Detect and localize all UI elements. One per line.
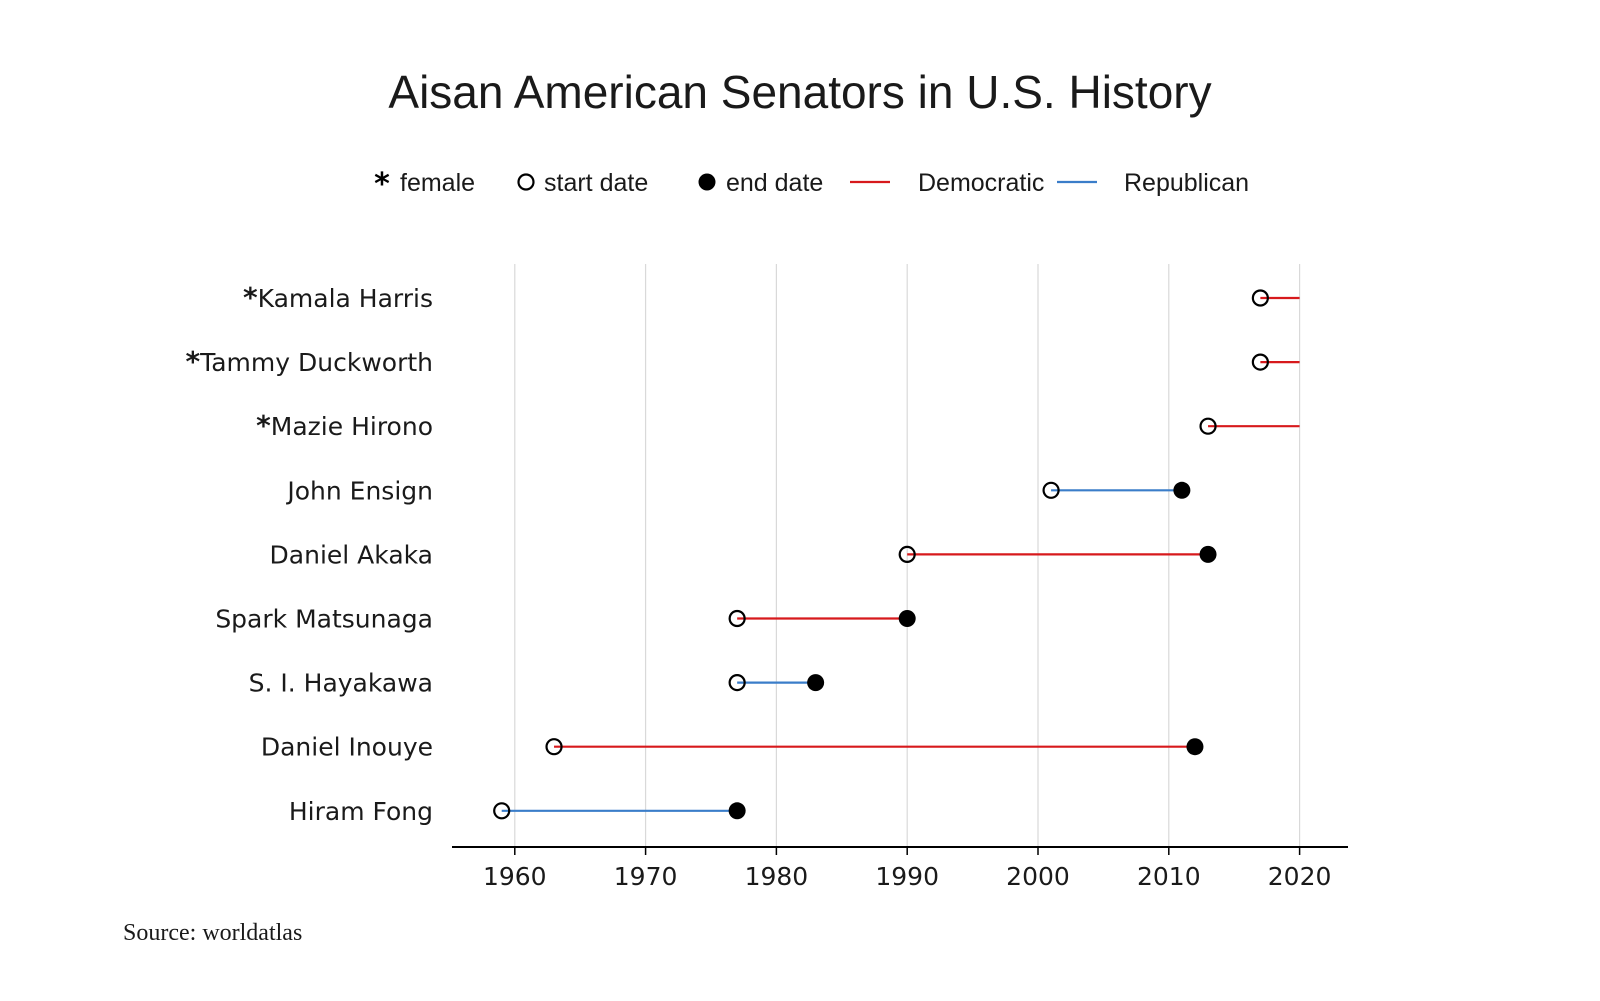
end-date-marker <box>807 674 825 692</box>
legend-item: end date <box>698 169 823 197</box>
senator-name: Daniel Akaka <box>270 540 433 569</box>
female-marker: * <box>243 281 258 314</box>
senator-row: Spark Matsunaga <box>215 605 916 634</box>
senator-row: Hiram Fong <box>289 797 746 826</box>
senator-name: John Ensign <box>285 476 433 505</box>
x-tick-label: 1970 <box>614 862 678 891</box>
senator-label: *Kamala Harris <box>243 281 433 314</box>
senator-rows: *Kamala Harris*Tammy Duckworth*Mazie Hir… <box>185 281 1300 826</box>
senator-label: Daniel Akaka <box>270 540 433 569</box>
end-date-marker <box>1173 481 1191 499</box>
x-tick-label: 1960 <box>483 862 547 891</box>
end-date-marker <box>1186 738 1204 756</box>
start-date-marker <box>898 545 916 564</box>
legend-label: female <box>400 169 475 197</box>
legend-item: start date <box>517 169 648 197</box>
legend-label: end date <box>726 169 823 197</box>
x-tick-label: 1990 <box>875 862 939 891</box>
senator-row: Daniel Inouye <box>261 733 1204 762</box>
x-tick-label: 2000 <box>1006 862 1070 891</box>
senator-label: *Tammy Duckworth <box>185 345 433 378</box>
senator-row: *Mazie Hirono <box>256 409 1300 442</box>
senator-name: S. I. Hayakawa <box>249 669 433 698</box>
start-date-marker <box>493 802 511 820</box>
legend-item: * female <box>374 167 475 202</box>
female-marker: * <box>256 409 271 442</box>
legend-item: Republican <box>1057 169 1249 197</box>
senator-label: S. I. Hayakawa <box>249 669 433 698</box>
senator-row: S. I. Hayakawa <box>249 669 825 698</box>
senator-name: Spark Matsunaga <box>215 605 433 634</box>
legend: * female start date end date Democratic Repub… <box>374 167 1249 202</box>
start-date-marker <box>1042 481 1060 499</box>
x-axis-ticks: 1960 1970 1980 1990 2000 2010 2020 <box>483 847 1331 891</box>
senator-name: Tammy Duckworth <box>199 348 433 377</box>
source-note: Source: worldatlas <box>123 920 302 946</box>
start-date-marker <box>728 673 746 692</box>
chart-title: Aisan American Senators in U.S. History <box>388 66 1211 118</box>
senator-label: John Ensign <box>285 476 433 505</box>
end-date-marker <box>728 802 746 820</box>
start-date-marker <box>1251 289 1269 307</box>
senator-label: *Mazie Hirono <box>256 409 433 442</box>
x-tick-label: 2020 <box>1268 862 1332 891</box>
end-date-marker <box>898 610 916 627</box>
end-date-marker <box>1199 545 1217 563</box>
senator-label: Daniel Inouye <box>261 733 433 762</box>
legend-filled-circle <box>698 173 716 191</box>
senator-row: Daniel Akaka <box>270 540 1217 569</box>
senator-label: Hiram Fong <box>289 797 433 826</box>
legend-label: Republican <box>1124 169 1249 197</box>
senator-row: *Tammy Duckworth <box>185 345 1300 378</box>
x-tick-label: 1980 <box>745 862 809 891</box>
legend-label: Democratic <box>918 169 1044 197</box>
senator-name: Mazie Hirono <box>271 412 433 441</box>
legend-item: Democratic <box>850 169 1044 197</box>
start-date-marker <box>1199 417 1217 435</box>
senator-row: John Ensign <box>285 476 1191 505</box>
senator-name: Hiram Fong <box>289 797 433 826</box>
legend-label: start date <box>544 169 648 197</box>
senator-row: *Kamala Harris <box>243 281 1300 314</box>
legend-open-circle <box>517 173 535 191</box>
senator-name: Kamala Harris <box>258 284 433 313</box>
x-tick-label: 2010 <box>1137 862 1201 891</box>
legend-asterisk: * <box>374 167 390 202</box>
start-date-marker <box>1251 353 1269 371</box>
female-marker: * <box>185 345 200 378</box>
start-date-marker <box>545 738 563 756</box>
senator-name: Daniel Inouye <box>261 733 433 762</box>
start-date-marker <box>728 609 746 628</box>
senator-label: Spark Matsunaga <box>215 605 433 634</box>
